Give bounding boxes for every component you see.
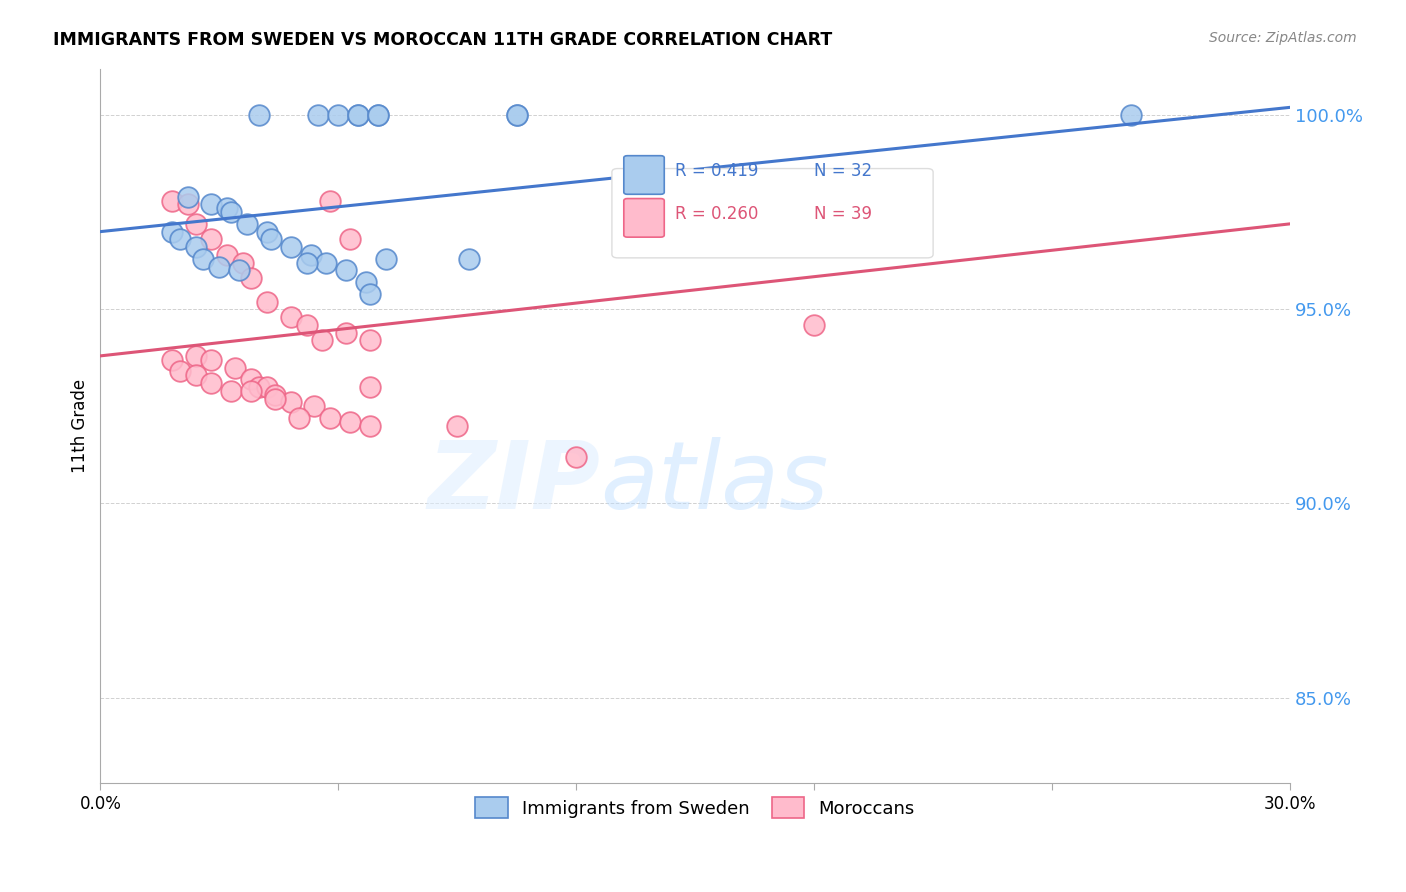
Point bbox=[280, 310, 302, 324]
Point bbox=[803, 318, 825, 332]
Point bbox=[176, 197, 198, 211]
Point bbox=[169, 364, 191, 378]
Point bbox=[458, 252, 481, 266]
Point bbox=[565, 450, 588, 464]
Text: Source: ZipAtlas.com: Source: ZipAtlas.com bbox=[1209, 31, 1357, 45]
Point bbox=[184, 368, 207, 383]
Point bbox=[219, 384, 242, 398]
Point bbox=[184, 217, 207, 231]
Point bbox=[280, 240, 302, 254]
Point bbox=[256, 225, 278, 239]
Text: IMMIGRANTS FROM SWEDEN VS MOROCCAN 11TH GRADE CORRELATION CHART: IMMIGRANTS FROM SWEDEN VS MOROCCAN 11TH … bbox=[53, 31, 832, 49]
Point bbox=[304, 400, 326, 414]
Point bbox=[307, 108, 329, 122]
Text: 30.0%: 30.0% bbox=[1264, 795, 1316, 813]
Point bbox=[367, 108, 389, 122]
Point bbox=[224, 360, 246, 375]
Point bbox=[217, 202, 239, 216]
Point bbox=[247, 108, 270, 122]
Point bbox=[339, 415, 361, 429]
Text: 0.0%: 0.0% bbox=[79, 795, 121, 813]
Point bbox=[160, 225, 183, 239]
Point bbox=[359, 334, 381, 348]
Legend: Immigrants from Sweden, Moroccans: Immigrants from Sweden, Moroccans bbox=[468, 790, 922, 825]
Point bbox=[208, 260, 231, 274]
Point bbox=[446, 418, 468, 433]
FancyBboxPatch shape bbox=[624, 156, 664, 194]
Point bbox=[200, 232, 222, 246]
Point bbox=[247, 380, 270, 394]
Text: R = 0.260: R = 0.260 bbox=[675, 204, 758, 223]
Point bbox=[228, 263, 250, 277]
Text: N = 39: N = 39 bbox=[814, 204, 872, 223]
Point bbox=[335, 263, 357, 277]
Point bbox=[335, 326, 357, 340]
Text: ZIP: ZIP bbox=[427, 437, 600, 529]
Point bbox=[280, 395, 302, 409]
Point bbox=[256, 380, 278, 394]
Point bbox=[169, 232, 191, 246]
Point bbox=[359, 286, 381, 301]
Point bbox=[219, 205, 242, 219]
Point bbox=[328, 108, 350, 122]
Point bbox=[236, 217, 259, 231]
Point bbox=[176, 189, 198, 203]
Point bbox=[319, 411, 342, 425]
Point bbox=[256, 294, 278, 309]
Point bbox=[240, 271, 263, 285]
Point bbox=[200, 197, 222, 211]
Point bbox=[319, 194, 342, 208]
Point bbox=[184, 240, 207, 254]
Point bbox=[315, 255, 337, 269]
Point bbox=[347, 108, 370, 122]
Point bbox=[263, 392, 285, 406]
Point bbox=[367, 108, 389, 122]
Point bbox=[339, 232, 361, 246]
Point bbox=[240, 372, 263, 386]
Point bbox=[287, 411, 309, 425]
Y-axis label: 11th Grade: 11th Grade bbox=[72, 379, 89, 473]
Point bbox=[359, 418, 381, 433]
FancyBboxPatch shape bbox=[624, 199, 664, 237]
Point bbox=[354, 275, 377, 289]
Point bbox=[506, 108, 529, 122]
Point bbox=[1121, 108, 1143, 122]
Point bbox=[232, 255, 254, 269]
Point bbox=[506, 108, 529, 122]
Text: atlas: atlas bbox=[600, 437, 828, 528]
Point bbox=[200, 376, 222, 390]
Point bbox=[295, 318, 318, 332]
Point bbox=[311, 334, 333, 348]
Point bbox=[160, 352, 183, 367]
Point bbox=[263, 388, 285, 402]
Point bbox=[184, 349, 207, 363]
Point bbox=[374, 252, 396, 266]
Point bbox=[295, 255, 318, 269]
Point bbox=[193, 252, 215, 266]
Point bbox=[347, 108, 370, 122]
Point bbox=[260, 232, 283, 246]
FancyBboxPatch shape bbox=[612, 169, 934, 258]
Point bbox=[200, 352, 222, 367]
Point bbox=[217, 248, 239, 262]
Point bbox=[160, 194, 183, 208]
Point bbox=[299, 248, 322, 262]
Point bbox=[240, 384, 263, 398]
Text: R = 0.419: R = 0.419 bbox=[675, 161, 758, 179]
Point bbox=[359, 380, 381, 394]
Text: N = 32: N = 32 bbox=[814, 161, 872, 179]
